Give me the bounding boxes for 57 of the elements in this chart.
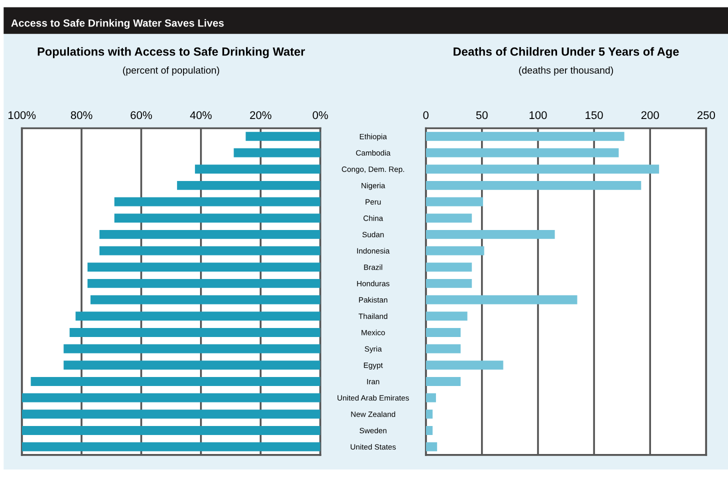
bar (426, 262, 472, 272)
x-tick-label: 60% (130, 111, 152, 120)
x-tick-label: 0 (423, 111, 429, 120)
x-tick-label: 150 (586, 111, 603, 120)
bar (22, 442, 320, 452)
x-tick-label: 250 (697, 111, 715, 120)
chart-subtitle: (deaths per thousand) (519, 66, 613, 76)
bar (426, 442, 438, 452)
bar (99, 230, 320, 239)
x-tick-label: 80% (70, 111, 92, 120)
bar (426, 410, 433, 419)
bar (426, 312, 468, 321)
x-tick-label: 200 (641, 111, 659, 120)
bar (30, 376, 320, 386)
chart-title: Populations with Access to Safe Drinking Water (38, 47, 305, 58)
bar (64, 344, 320, 354)
bar (22, 426, 320, 435)
bar (426, 132, 624, 141)
chart-subtitle: (percent of population) (123, 66, 220, 76)
bar (22, 393, 320, 402)
bar (426, 360, 504, 370)
bar (88, 262, 320, 272)
bar (114, 214, 320, 223)
text: Access to Safe Drinking Water Saves Lives (11, 19, 224, 29)
bar (114, 197, 320, 206)
bar (426, 230, 555, 239)
x-tick-label: 20% (250, 111, 272, 120)
bar (426, 393, 436, 402)
bar (426, 278, 472, 288)
bar (88, 278, 320, 288)
bar (426, 164, 660, 174)
bar (177, 180, 320, 190)
bar (234, 148, 320, 158)
bar (22, 410, 320, 419)
bar (64, 360, 320, 370)
x-tick-label: 100% (8, 111, 36, 120)
bar (426, 197, 484, 206)
bar (426, 376, 461, 386)
bar (90, 295, 320, 304)
bar (194, 164, 320, 174)
bar (70, 328, 320, 337)
bar (426, 328, 461, 337)
x-tick-label: 0% (312, 111, 328, 120)
bar (246, 132, 320, 141)
bar (426, 148, 619, 158)
bar (426, 214, 472, 223)
x-tick-label: 100 (530, 111, 547, 120)
x-tick-label: 50 (476, 111, 488, 120)
bar (426, 295, 578, 304)
bar (426, 180, 642, 190)
bar (99, 246, 320, 256)
bar (76, 312, 320, 321)
chart-title: Deaths of Children Under 5 Years of Age (454, 47, 679, 58)
bar (426, 246, 484, 256)
x-tick-label: 40% (190, 111, 212, 120)
bar (426, 344, 461, 354)
bar (426, 426, 433, 435)
